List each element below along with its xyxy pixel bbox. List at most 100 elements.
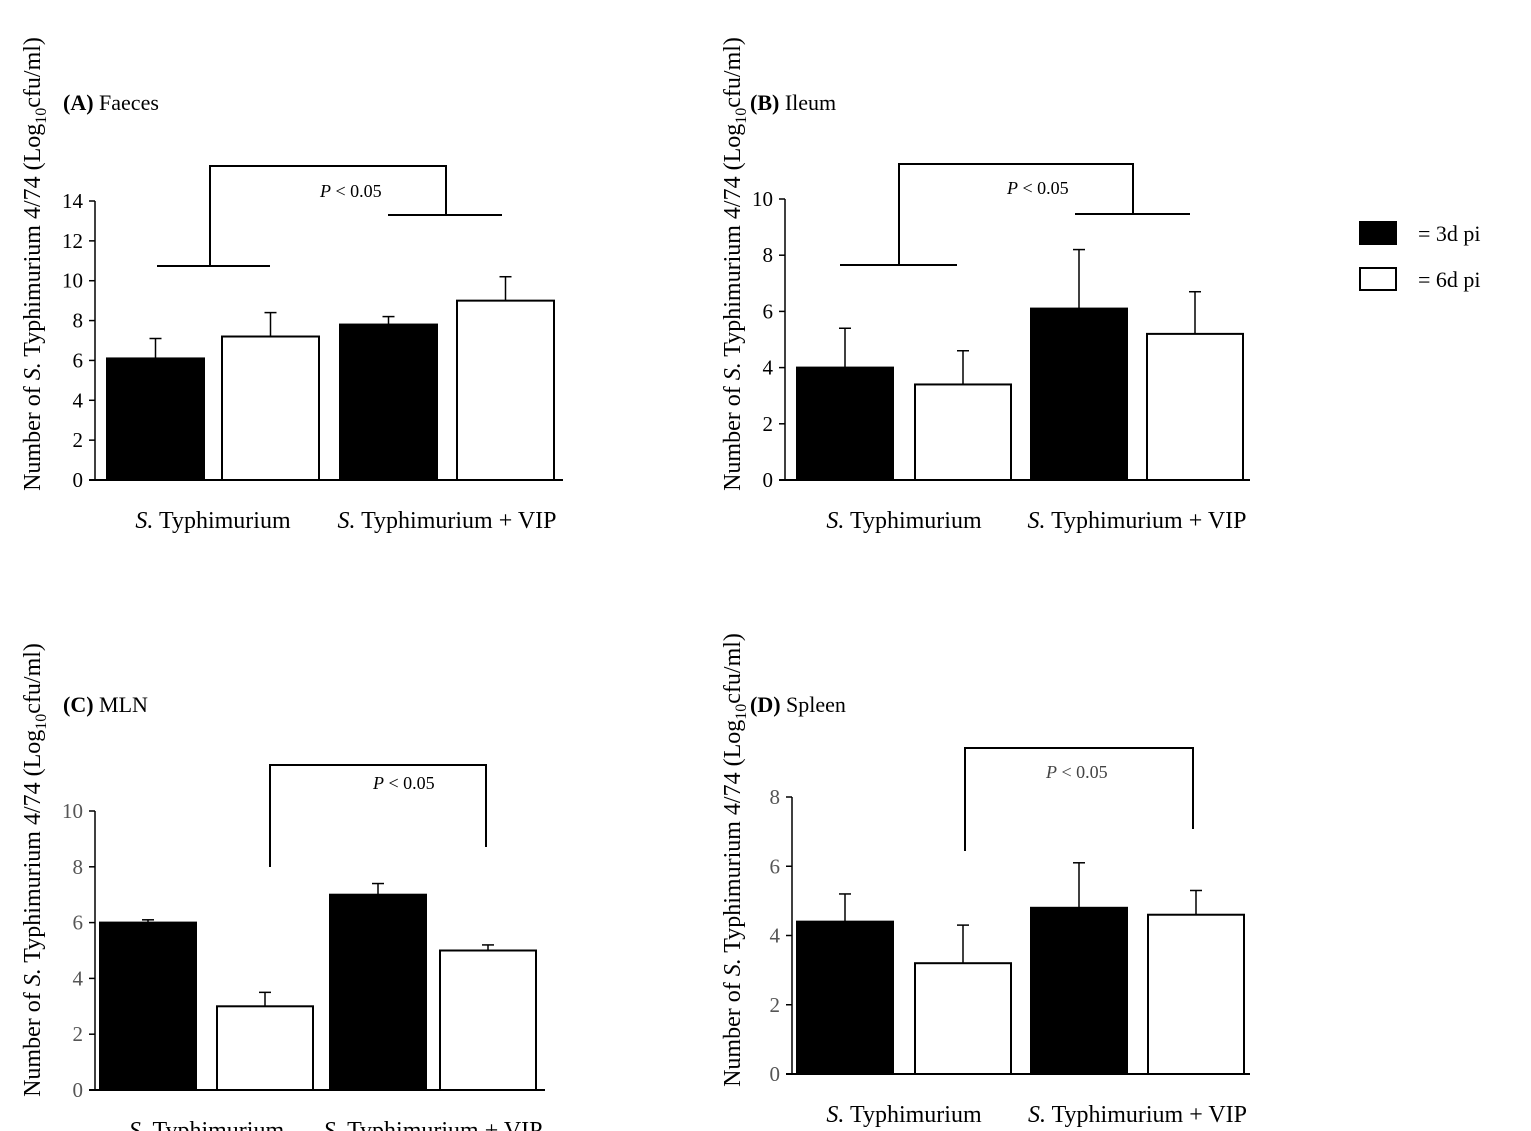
panel-a-y-tick-label: 4 <box>73 388 84 412</box>
panel-d-bar-3d-1 <box>1030 906 1128 1075</box>
panel-d-bar-6d-1 <box>1147 913 1245 1075</box>
panel-d-sig-bracket <box>964 747 1194 851</box>
panel-a-category-italic: S. <box>135 508 153 534</box>
panel-b-bar-3d-1 <box>1030 307 1128 481</box>
panel-c-ylabel-prefix: Number of <box>20 986 46 1097</box>
panel-c-y-tick-label: 8 <box>73 855 84 879</box>
panel-a-y-tick-label: 10 <box>62 269 83 293</box>
panel-b-ylabel-prefix: Number of <box>720 380 746 491</box>
panel-c-p-text: < 0.05 <box>384 773 435 793</box>
panel-c-bar-6d-0 <box>216 1005 314 1091</box>
panel-b-y-axis-label: Number of S. Typhimurium 4/74 (Log10cfu/… <box>720 37 750 491</box>
panel-a-p-value: P < 0.05 <box>319 181 382 201</box>
panel-c-category-label: S. Typhimurium <box>129 1118 285 1131</box>
panel-b-category-text: Typhimurium + VIP <box>1046 508 1247 534</box>
panel-d-bar-3d-0 <box>796 920 894 1076</box>
panel-b-category-text: Typhimurium <box>844 508 982 534</box>
panel-b-y-tick-label: 0 <box>763 468 774 492</box>
panel-a-y-tick-label: 2 <box>73 428 84 452</box>
panel-b-bar-6d-0 <box>914 383 1012 481</box>
panel-a-p-text: < 0.05 <box>331 181 382 201</box>
panel-b-y-tick-label: 6 <box>763 299 774 323</box>
panel-a-category-label: S. Typhimurium <box>135 508 291 534</box>
panel-a-ylabel-mid: Typhimurium 4/74 (Log <box>20 124 46 363</box>
panel-c-y-tick-label: 0 <box>73 1078 84 1102</box>
panel-a-title: (A) Faeces <box>63 90 159 115</box>
panel-a-ylabel-sub: 10 <box>33 108 50 124</box>
panel-a-bar-6d-0 <box>221 335 320 481</box>
panel-a-y-tick-label: 0 <box>73 468 84 492</box>
panel-d-y-tick-label: 6 <box>770 854 781 878</box>
panel-b-category-label: S. Typhimurium + VIP <box>1028 508 1247 534</box>
panel-d-y-tick-label: 8 <box>770 785 781 809</box>
panel-a-y-axis-label: Number of S. Typhimurium 4/74 (Log10cfu/… <box>20 37 50 491</box>
panel-d-ylabel-italic: S. <box>720 958 746 976</box>
panel-c-bar-6d-1 <box>439 949 537 1091</box>
panel-c-bar-3d-1 <box>329 893 427 1092</box>
panel-c-ylabel-italic: S. <box>20 968 46 986</box>
panel-a: (A) Faeces Number of S. Typhimurium 4/74 … <box>20 37 563 534</box>
panel-a-bar-6d-1 <box>456 299 555 481</box>
legend: = 3d pi = 6d pi <box>1359 221 1481 292</box>
panel-b-title: (B) Ileum <box>750 90 836 115</box>
panel-b-ylabel-mid: Typhimurium 4/74 (Log <box>720 124 746 363</box>
panel-d-title-text: Spleen <box>786 692 846 717</box>
panel-d-title: (D) Spleen <box>750 692 846 717</box>
panel-a-ylabel-prefix: Number of <box>20 380 46 491</box>
panel-b-y-tick-label: 10 <box>752 187 773 211</box>
panel-b-p-text: < 0.05 <box>1018 178 1069 198</box>
panel-c-category-italic: S. <box>129 1118 147 1131</box>
panel-c-label: (C) <box>63 692 94 717</box>
panel-c-y-tick-label: 4 <box>73 966 84 990</box>
legend-swatch-3d <box>1359 221 1397 245</box>
panel-b-category-italic: S. <box>826 508 844 534</box>
panel-a-p-italic: P <box>319 181 331 201</box>
panel-d-y-axis-label: Number of S. Typhimurium 4/74 (Log10cfu/… <box>720 633 750 1087</box>
panel-d-ylabel-prefix: Number of <box>720 976 746 1087</box>
panel-a-category-text: Typhimurium + VIP <box>356 508 557 534</box>
panel-b-ylabel-suffix: cfu/ml) <box>720 37 746 108</box>
panel-c-category-italic: S. <box>324 1118 342 1131</box>
legend-label-6d: = 6d pi <box>1418 267 1481 292</box>
panel-c-sig-bracket <box>269 764 487 867</box>
panel-a-y-tick-label: 8 <box>73 309 84 333</box>
panel-c-category-label: S. Typhimurium + VIP <box>324 1118 543 1131</box>
panel-c-title-text: MLN <box>99 692 148 717</box>
panel-a-category-italic: S. <box>338 508 356 534</box>
panel-a-bar-3d-1 <box>339 323 438 481</box>
panel-a-label: (A) <box>63 90 94 115</box>
panel-c-ylabel-mid: Typhimurium 4/74 (Log <box>20 730 46 969</box>
panel-d-category-italic: S. <box>826 1102 844 1128</box>
panel-b-sig-bracket <box>898 163 1134 265</box>
panel-d-ylabel-suffix: cfu/ml) <box>720 633 746 704</box>
panel-c-y-tick-label: 6 <box>73 911 84 935</box>
panel-d-ylabel-sub: 10 <box>733 704 750 720</box>
panel-d-y-tick-label: 2 <box>770 993 781 1017</box>
panel-b-y-tick-label: 8 <box>763 243 774 267</box>
panel-b-y-tick-label: 4 <box>763 356 774 380</box>
panel-b-title-text: Ileum <box>785 90 836 115</box>
legend-label-3d: = 3d pi <box>1418 221 1481 246</box>
panel-d-p-italic: P <box>1045 762 1057 782</box>
panel-d-bar-6d-0 <box>914 962 1012 1076</box>
panel-a-category-text: Typhimurium <box>153 508 291 534</box>
panel-a-title-text: Faeces <box>99 90 159 115</box>
panel-b-p-value: P < 0.05 <box>1006 178 1069 198</box>
panel-a-category-label: S. Typhimurium + VIP <box>338 508 557 534</box>
panel-b-category-italic: S. <box>1028 508 1046 534</box>
panel-a-sig-bracket <box>209 165 447 266</box>
panel-c-category-text: Typhimurium + VIP <box>342 1118 543 1131</box>
panel-c-ylabel-sub: 10 <box>33 714 50 730</box>
panel-c: (C) MLN Number of S. Typhimurium 4/74 (Lo… <box>20 643 545 1131</box>
panel-a-ylabel-italic: S. <box>20 362 46 380</box>
panel-c-y-tick-label: 2 <box>73 1022 84 1046</box>
panel-d-category-italic: S. <box>1028 1102 1046 1128</box>
panel-a-y-tick-label: 14 <box>62 189 84 213</box>
panel-c-title: (C) MLN <box>63 692 148 717</box>
panel-b-p-italic: P <box>1006 178 1018 198</box>
panel-a-y-tick-label: 12 <box>62 229 83 253</box>
panel-d-y-tick-label: 0 <box>770 1062 781 1086</box>
panel-c-p-italic: P <box>372 773 384 793</box>
